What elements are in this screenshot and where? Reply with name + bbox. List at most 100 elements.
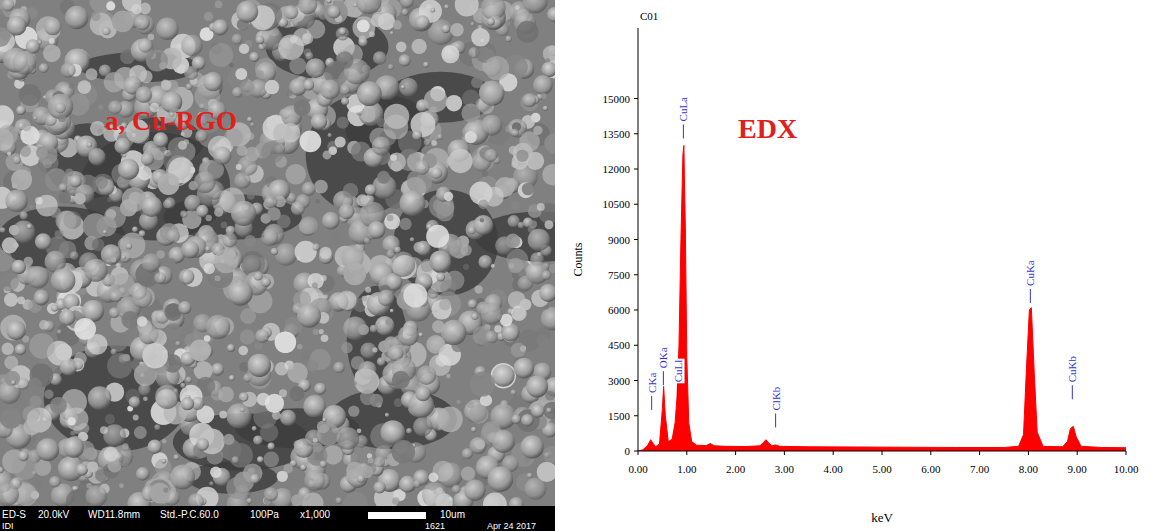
sem-texture bbox=[122, 255, 126, 259]
sem-texture bbox=[492, 364, 514, 386]
sem-texture bbox=[98, 105, 103, 110]
y-tick-label: 12000 bbox=[603, 163, 631, 175]
sem-texture bbox=[209, 481, 213, 485]
sem-texture bbox=[162, 439, 166, 443]
sem-texture bbox=[264, 195, 277, 208]
sem-texture bbox=[323, 150, 332, 159]
sem-texture bbox=[268, 443, 275, 450]
sem-texture bbox=[55, 343, 72, 360]
y-tick bbox=[634, 274, 638, 275]
sem-texture bbox=[221, 222, 228, 229]
sem-texture bbox=[460, 244, 472, 256]
sem-texture bbox=[541, 93, 547, 99]
sem-texture bbox=[438, 426, 442, 430]
sem-texture bbox=[150, 329, 164, 343]
sem-texture bbox=[400, 0, 414, 8]
sem-texture bbox=[399, 54, 411, 66]
sem-texture bbox=[180, 210, 187, 217]
sem-texture bbox=[505, 20, 511, 26]
sem-texture bbox=[238, 346, 248, 356]
sem-texture bbox=[19, 84, 41, 106]
sem-texture bbox=[77, 80, 91, 94]
sem-texture bbox=[546, 58, 550, 62]
sem-texture bbox=[261, 229, 278, 246]
sem-texture bbox=[252, 426, 257, 431]
sem-texture bbox=[102, 27, 111, 36]
x-tick-label: 5.00 bbox=[872, 463, 892, 475]
sem-texture bbox=[11, 380, 16, 385]
sem-texture bbox=[526, 152, 544, 170]
sem-texture bbox=[286, 90, 292, 96]
sem-texture bbox=[129, 396, 141, 408]
sem-texture bbox=[122, 443, 128, 449]
sem-texture bbox=[295, 241, 317, 263]
sem-texture bbox=[114, 138, 130, 154]
sem-texture bbox=[487, 18, 495, 26]
sem-texture bbox=[147, 440, 161, 454]
sem-texture bbox=[170, 465, 195, 490]
sem-texture bbox=[161, 80, 171, 90]
sem-texture bbox=[302, 492, 324, 506]
sem-texture bbox=[92, 238, 105, 251]
sem-texture bbox=[137, 316, 148, 327]
sem-texture bbox=[384, 214, 400, 230]
sem-texture bbox=[313, 438, 318, 443]
sem-texture bbox=[261, 141, 284, 164]
sem-texture bbox=[7, 16, 27, 36]
x-tick-label: 7.00 bbox=[970, 463, 990, 475]
sem-texture bbox=[118, 159, 139, 180]
sem-texture bbox=[209, 43, 233, 67]
sem-texture bbox=[294, 99, 311, 116]
y-tick bbox=[634, 345, 638, 346]
sem-texture bbox=[436, 273, 445, 282]
sem-texture bbox=[122, 0, 141, 11]
sem-texture bbox=[227, 344, 235, 352]
sem-texture bbox=[240, 329, 255, 344]
sem-texture bbox=[111, 273, 135, 297]
sem-texture bbox=[247, 498, 252, 503]
sem-texture bbox=[134, 15, 149, 30]
sem-texture bbox=[249, 52, 259, 62]
sem-texture bbox=[87, 334, 108, 355]
sem-texture bbox=[537, 462, 555, 482]
label-patch bbox=[676, 96, 690, 123]
label-patch bbox=[645, 372, 659, 394]
sem-texture bbox=[394, 247, 401, 254]
sem-texture bbox=[463, 264, 469, 270]
sem-texture bbox=[426, 489, 450, 506]
sem-texture bbox=[162, 459, 166, 463]
peak-label: CuLl bbox=[672, 360, 684, 383]
x-tick bbox=[930, 451, 931, 455]
sem-texture bbox=[133, 415, 139, 421]
sem-texture bbox=[135, 15, 154, 34]
sem-texture bbox=[134, 426, 147, 439]
sem-texture bbox=[242, 396, 247, 401]
sem-texture bbox=[289, 57, 306, 74]
spectrum bbox=[638, 146, 1126, 452]
sem-texture bbox=[505, 36, 511, 42]
sem-texture bbox=[335, 136, 346, 147]
sem-texture bbox=[95, 176, 108, 189]
info-text: 1621 bbox=[425, 521, 445, 531]
info-text: 100Pa bbox=[250, 509, 279, 520]
peak-marker bbox=[651, 396, 652, 410]
sem-texture bbox=[488, 466, 514, 492]
sem-texture bbox=[533, 75, 553, 95]
sem-texture bbox=[103, 230, 107, 234]
sem-texture bbox=[155, 459, 172, 476]
sem-texture bbox=[319, 11, 327, 19]
y-tick-label: 15000 bbox=[603, 93, 631, 105]
y-tick bbox=[634, 169, 638, 170]
sem-texture bbox=[406, 428, 412, 434]
sem-texture bbox=[23, 418, 40, 435]
sem-texture bbox=[441, 24, 450, 33]
sem-texture bbox=[390, 309, 394, 313]
sem-texture bbox=[523, 0, 548, 13]
sem-texture bbox=[236, 1, 258, 23]
sem-texture bbox=[29, 333, 55, 359]
sem-texture bbox=[413, 480, 421, 488]
sem-texture bbox=[430, 8, 435, 13]
sem-texture bbox=[546, 408, 552, 414]
chart-title: C01 bbox=[640, 10, 658, 22]
sem-texture bbox=[303, 79, 314, 90]
